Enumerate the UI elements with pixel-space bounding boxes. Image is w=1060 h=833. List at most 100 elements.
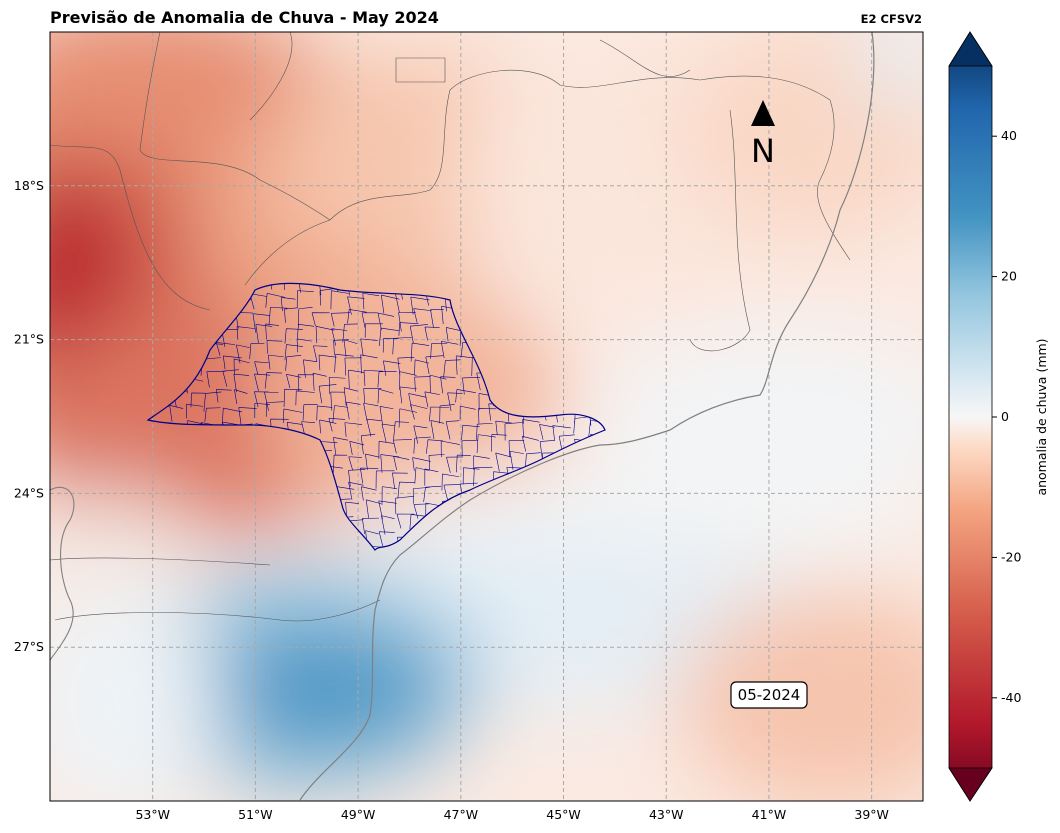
municipality-border [297, 306, 313, 326]
municipality-border [361, 312, 378, 328]
municipality-border [473, 455, 490, 470]
municipality-border [424, 326, 440, 341]
municipality-border [234, 389, 248, 404]
municipality-border [459, 405, 476, 420]
municipality-border [504, 422, 523, 441]
municipality-border [398, 408, 418, 428]
municipality-border [270, 283, 289, 290]
municipality-border [375, 470, 395, 489]
municipality-border [383, 360, 401, 376]
municipality-border [363, 387, 382, 404]
municipality-border [333, 339, 349, 356]
colorbar-tick-label: -40 [1001, 690, 1021, 705]
municipality-border [414, 376, 431, 392]
municipality-border [285, 355, 302, 371]
municipality-border [330, 312, 351, 327]
municipality-border [233, 373, 250, 393]
municipality-border [423, 485, 442, 502]
latitude-labels: 18°S 21°S 24°S 27°S [14, 178, 44, 654]
municipality-border [363, 402, 379, 422]
colorbar-tick-label: 0 [1001, 409, 1009, 424]
north-label: N [751, 132, 775, 170]
municipality-border [206, 370, 226, 388]
municipality-border [381, 423, 396, 443]
municipality-border [508, 440, 525, 457]
municipality-border [462, 376, 481, 395]
boundaries [50, 32, 875, 801]
coastline [299, 32, 875, 801]
municipality-border [447, 392, 463, 412]
municipality-border [522, 436, 539, 452]
municipality-border [345, 401, 361, 420]
municipality-border [266, 340, 283, 354]
municipality-border [413, 308, 432, 323]
municipality-border [318, 384, 337, 404]
municipality-border [378, 440, 394, 459]
municipality-border [495, 452, 512, 472]
municipality-border [429, 374, 447, 393]
municipality-border [313, 345, 328, 363]
municipality-border [345, 501, 359, 518]
colorbar-tick-label: 20 [1001, 269, 1017, 284]
north-arrow: N [751, 100, 775, 170]
colorbar: 40 20 0 -20 -40 anomalia de chuva (mm) [948, 31, 1049, 802]
municipality-border [215, 342, 236, 356]
municipality-border [312, 372, 327, 391]
municipality-border [455, 389, 476, 403]
municipality-border [169, 404, 184, 422]
municipality-border [363, 370, 383, 387]
municipality-border [490, 434, 507, 452]
municipality-border [360, 433, 376, 455]
lon-tick-label: 47°W [444, 807, 479, 822]
municipality-border [344, 357, 362, 376]
municipality-border [522, 419, 540, 438]
municipality-border [445, 420, 460, 440]
municipality-border [393, 455, 410, 471]
river-border [50, 486, 75, 661]
municipality-border [539, 424, 555, 440]
municipality-border [349, 441, 365, 455]
municipality-border [378, 500, 397, 520]
municipality-border [413, 425, 428, 444]
municipality-border [284, 328, 303, 344]
municipality-border [393, 421, 410, 441]
municipality-border [455, 355, 473, 375]
municipality-border [461, 439, 478, 456]
map-frame [49, 31, 924, 802]
municipality-border [381, 486, 398, 505]
municipality-border [413, 503, 430, 519]
municipality-border [296, 338, 312, 353]
municipality-border [268, 354, 284, 370]
municipality-border [430, 420, 445, 439]
lat-tick-label: 27°S [14, 639, 44, 654]
municipality-border [428, 454, 445, 471]
municipality-border [552, 425, 571, 441]
municipality-border [439, 404, 455, 424]
municipality-border [249, 343, 265, 360]
municipality-border [425, 355, 444, 375]
municipality-border [410, 404, 428, 420]
municipality-border [425, 439, 444, 454]
lat-tick-label: 18°S [14, 178, 44, 193]
colorbar-tick-label: -20 [1001, 549, 1021, 564]
municipality-border [392, 337, 413, 355]
colorbar-tick-label: 40 [1001, 128, 1017, 143]
municipality-border [443, 359, 461, 378]
municipality-border [360, 486, 377, 501]
municipality-border [343, 387, 358, 406]
municipality-border [333, 437, 349, 456]
municipality-border [331, 328, 348, 346]
lon-tick-label: 43°W [649, 807, 684, 822]
municipality-border [319, 288, 334, 306]
municipality-border [476, 422, 493, 440]
municipality-border [365, 499, 382, 518]
municipality-border [284, 307, 298, 323]
municipality-border [318, 354, 337, 371]
municipality-border [365, 453, 380, 470]
municipality-border [297, 374, 315, 392]
municipality-border [410, 296, 430, 315]
municipality-border [462, 467, 480, 485]
municipality-border [395, 496, 414, 515]
municipality-border [264, 391, 279, 411]
